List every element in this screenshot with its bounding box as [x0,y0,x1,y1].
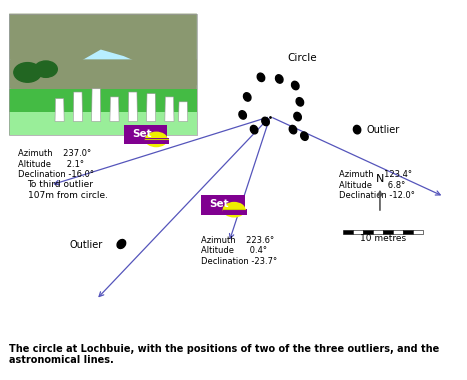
Ellipse shape [239,111,247,119]
Polygon shape [178,102,188,122]
Ellipse shape [250,125,258,134]
Text: Outlier: Outlier [70,240,103,250]
Ellipse shape [223,202,246,217]
Ellipse shape [296,98,304,106]
Polygon shape [9,59,197,108]
Text: Azimuth    237.0°
Altitude      2.1°
Declination -16.0°: Azimuth 237.0° Altitude 2.1° Declination… [18,149,94,179]
Ellipse shape [257,73,265,82]
FancyBboxPatch shape [374,230,383,234]
Polygon shape [110,97,119,122]
Polygon shape [55,98,64,122]
Polygon shape [165,97,174,122]
FancyBboxPatch shape [383,230,393,234]
Text: To third outlier
107m from circle.: To third outlier 107m from circle. [28,180,107,200]
Polygon shape [128,92,137,122]
FancyBboxPatch shape [223,209,247,215]
FancyBboxPatch shape [403,230,413,234]
Ellipse shape [145,131,168,147]
Text: Outlier: Outlier [366,125,399,135]
Polygon shape [147,94,156,122]
FancyBboxPatch shape [343,230,354,234]
Text: Azimuth    223.6°
Altitude      0.4°
Declination -23.7°: Azimuth 223.6° Altitude 0.4° Declination… [201,236,277,266]
Ellipse shape [262,117,269,126]
FancyBboxPatch shape [413,230,424,234]
FancyBboxPatch shape [201,195,245,215]
Circle shape [35,61,57,78]
Text: Azimuth    123.4°
Altitude      6.8°
Declination -12.0°: Azimuth 123.4° Altitude 6.8° Declination… [339,171,415,200]
Polygon shape [9,14,197,135]
FancyBboxPatch shape [145,138,170,144]
Polygon shape [73,92,83,122]
Text: N: N [376,174,384,184]
Ellipse shape [301,132,308,140]
Polygon shape [9,112,197,135]
Polygon shape [92,89,101,122]
Ellipse shape [291,81,299,90]
Ellipse shape [289,125,297,134]
Polygon shape [9,89,197,135]
Text: The circle at Lochbuie, with the positions of two of the three outliers, and the: The circle at Lochbuie, with the positio… [9,344,439,365]
Ellipse shape [294,112,301,121]
Ellipse shape [117,239,126,249]
Ellipse shape [243,93,251,101]
Circle shape [14,63,41,82]
Ellipse shape [354,125,361,134]
Text: 10 metres: 10 metres [361,234,406,243]
FancyBboxPatch shape [393,230,403,234]
Text: Circle: Circle [287,52,317,63]
Ellipse shape [276,75,283,83]
Text: Set: Set [132,128,151,139]
Text: Set: Set [210,199,229,209]
FancyBboxPatch shape [363,230,374,234]
FancyBboxPatch shape [124,125,167,144]
Polygon shape [9,14,197,86]
FancyBboxPatch shape [354,230,363,234]
